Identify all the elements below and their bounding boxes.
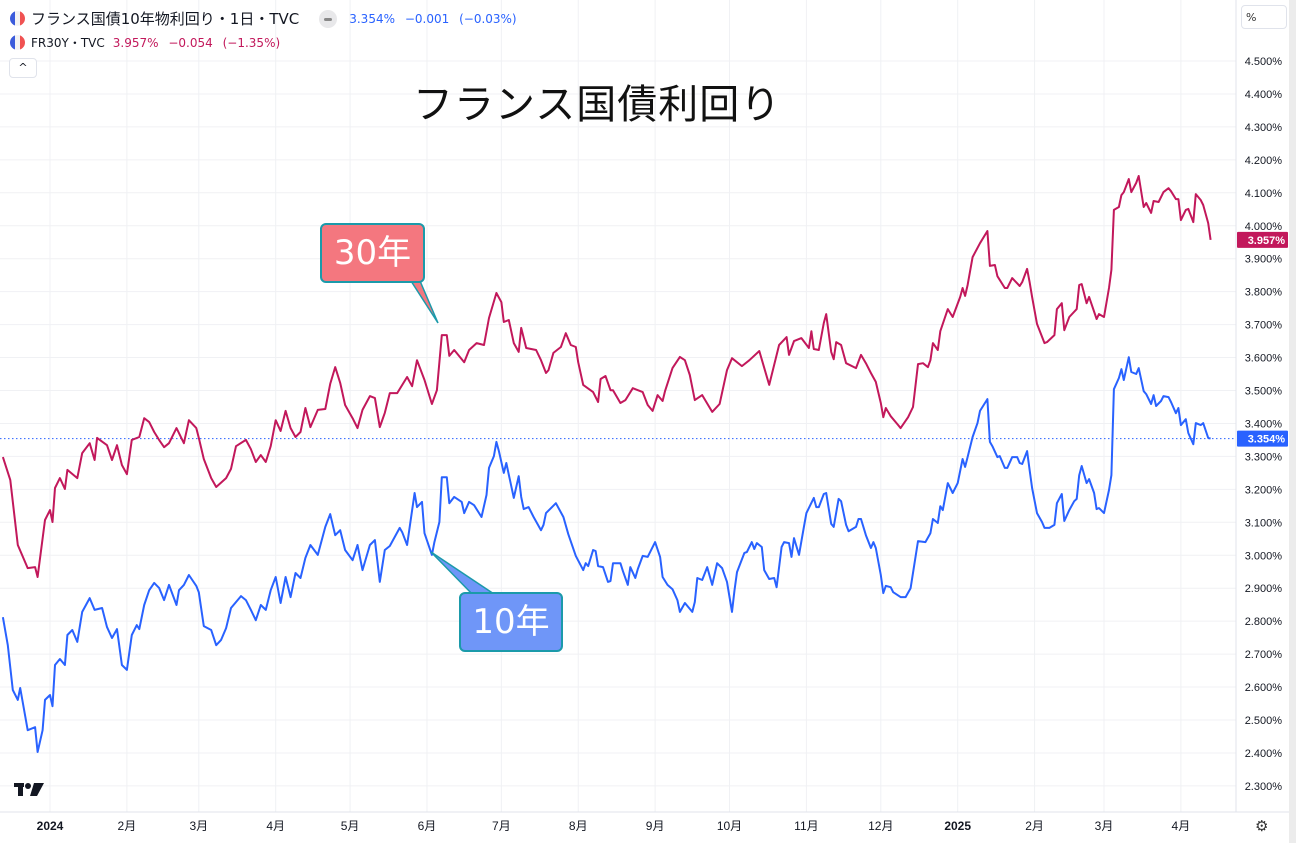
chart-title: フランス国債利回り bbox=[413, 82, 782, 128]
price-tick-label: 3.100% bbox=[1245, 517, 1283, 529]
price-unit-selector[interactable]: % bbox=[1241, 5, 1287, 29]
price-tick-label: 2.900% bbox=[1245, 583, 1283, 595]
france-flag-icon bbox=[10, 11, 25, 26]
france-flag-icon bbox=[10, 35, 25, 50]
price-tick-label: 2.500% bbox=[1245, 715, 1283, 727]
callout-30-pointer bbox=[409, 280, 439, 324]
fr10y-last-price-label: 3.354% bbox=[1248, 434, 1286, 446]
legend-fr10y-title: フランス国債10年物利回り・1日・TVC bbox=[31, 10, 300, 28]
legend-fr30y[interactable]: FR30Y・TVC 3.957% −0.054 (−1.35%) bbox=[10, 34, 286, 51]
price-tick-label: 3.400% bbox=[1245, 418, 1283, 430]
time-tick-label: 2024 bbox=[37, 819, 64, 833]
series-line-fr30y bbox=[1, 175, 1212, 578]
time-tick-label: 7月 bbox=[492, 819, 511, 833]
time-tick-label: 10月 bbox=[717, 819, 742, 833]
legend-fr10y-last: 3.354% bbox=[349, 11, 395, 26]
price-tick-label: 2.300% bbox=[1245, 781, 1283, 793]
price-tick-label: 2.700% bbox=[1245, 649, 1283, 661]
price-tick-label: 2.600% bbox=[1245, 682, 1283, 694]
time-tick-label: 2025 bbox=[944, 819, 971, 833]
fr30y-last-price-label: 3.957% bbox=[1248, 235, 1286, 247]
legend-fr10y-change: −0.001 bbox=[404, 11, 450, 26]
legend-fr10y-change-pct: (−0.03%) bbox=[459, 11, 517, 26]
price-tick-label: 4.400% bbox=[1245, 89, 1283, 101]
time-tick-label: 4月 bbox=[1172, 819, 1191, 833]
time-tick-label: 2月 bbox=[118, 819, 137, 833]
price-tick-label: 3.000% bbox=[1245, 550, 1283, 562]
time-tick-label: 8月 bbox=[569, 819, 588, 833]
price-tick-label: 3.600% bbox=[1245, 353, 1283, 365]
callout-10y[interactable]: 10年 bbox=[459, 592, 563, 652]
price-tick-label: 4.100% bbox=[1245, 188, 1283, 200]
price-tick-label: 3.500% bbox=[1245, 386, 1283, 398]
time-tick-label: 5月 bbox=[341, 819, 360, 833]
time-tick-label: 3月 bbox=[1095, 819, 1114, 833]
price-tick-label: 3.200% bbox=[1245, 484, 1283, 496]
grid-lines bbox=[0, 0, 1236, 812]
price-tick-label: 3.300% bbox=[1245, 451, 1283, 463]
time-tick-label: 12月 bbox=[868, 819, 893, 833]
tradingview-logo-icon[interactable] bbox=[14, 781, 46, 797]
time-tick-label: 2月 bbox=[1025, 819, 1044, 833]
price-tick-label: 2.400% bbox=[1245, 748, 1283, 760]
legend-fr30y-change-pct: (−1.35%) bbox=[222, 35, 281, 50]
time-tick-label: 4月 bbox=[266, 819, 285, 833]
chart-settings-gear-icon[interactable]: ⚙ bbox=[1255, 817, 1269, 835]
fr30y-last-price-label-bg bbox=[1237, 231, 1288, 248]
series-line-fr10y bbox=[1, 356, 1211, 753]
price-tick-label: 4.000% bbox=[1245, 221, 1283, 233]
price-tick-label: 4.500% bbox=[1245, 56, 1283, 68]
hide-series-icon[interactable] bbox=[319, 9, 338, 28]
price-tick-label: 2.800% bbox=[1245, 616, 1283, 628]
time-axis: 2024 2月 3月 4月 5月 6月 7月 8月 9月 10月 11月 12月 2025 2月 3月 4月 bbox=[37, 819, 1191, 833]
callout-30y[interactable]: 30年 bbox=[320, 223, 425, 283]
price-tick-label: 3.900% bbox=[1245, 254, 1283, 266]
legend-fr10y[interactable]: フランス国債10年物利回り・1日・TVC 3.354% −0.001 (−0.0… bbox=[10, 8, 523, 29]
time-tick-label: 9月 bbox=[646, 819, 665, 833]
right-scrollbar-strip bbox=[1289, 0, 1296, 843]
legend-fr30y-change: −0.054 bbox=[168, 35, 213, 50]
legend-fr30y-last: 3.957% bbox=[112, 35, 159, 50]
time-tick-label: 6月 bbox=[418, 819, 437, 833]
time-tick-label: 3月 bbox=[189, 819, 208, 833]
time-tick-label: 11月 bbox=[794, 819, 818, 833]
legend-fr30y-title: FR30Y・TVC bbox=[31, 36, 105, 50]
collapse-legend-button[interactable]: ^ bbox=[9, 58, 37, 78]
price-axis: 4.500% 4.400% 4.300% 4.200% 4.100% 4.000% 3.90… bbox=[1245, 56, 1283, 793]
fr10y-last-price-label-bg bbox=[1237, 430, 1288, 447]
price-tick-label: 4.300% bbox=[1245, 122, 1283, 134]
price-tick-label: 3.800% bbox=[1245, 287, 1283, 299]
price-tick-label: 3.700% bbox=[1245, 320, 1283, 332]
price-tick-label: 4.200% bbox=[1245, 155, 1283, 167]
